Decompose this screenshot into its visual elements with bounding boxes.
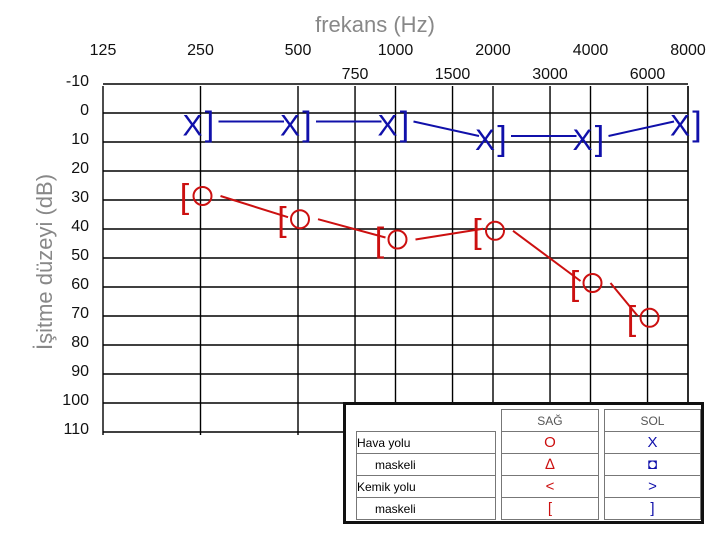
right-ear-bracket-250: [ bbox=[180, 178, 190, 216]
x-tick-8000: 8000 bbox=[670, 42, 706, 59]
legend-symbol-right-bone-masked: [ bbox=[501, 497, 599, 520]
right-ear-segment bbox=[609, 282, 639, 317]
x-tick-250: 250 bbox=[187, 42, 214, 59]
x-tick-1000: 1000 bbox=[378, 42, 414, 59]
legend-header-right: SAĞ bbox=[501, 409, 599, 432]
legend-symbol-right-air: O bbox=[501, 431, 599, 454]
x-tick-500: 500 bbox=[285, 42, 312, 59]
right-ear-bracket-4000: [ bbox=[570, 265, 580, 303]
legend-symbol-right-bone: < bbox=[501, 475, 599, 498]
left-ear-bracket-8000: ] bbox=[692, 106, 701, 144]
right-ear-marker-1000 bbox=[387, 229, 408, 250]
y-tick-110: 110 bbox=[63, 421, 89, 438]
right-ear-segment bbox=[512, 229, 582, 282]
legend-label-bone-masked: maskeli bbox=[355, 497, 497, 520]
left-ear-marker-500: X bbox=[280, 110, 300, 143]
left-ear-marker-2000: X bbox=[475, 124, 495, 157]
legend-symbol-left-bone-masked: ] bbox=[603, 497, 702, 520]
y-tick-40: 40 bbox=[71, 218, 89, 235]
y-tick-50: 50 bbox=[71, 247, 89, 264]
legend-symbol-left-air: X bbox=[603, 431, 702, 454]
left-ear-bracket-500: ] bbox=[302, 106, 311, 144]
x-tick-1500: 1500 bbox=[435, 66, 471, 83]
legend-label-bone: Kemik yolu bbox=[355, 475, 497, 498]
right-ear-segment bbox=[415, 227, 484, 241]
left-ear-marker-250: X bbox=[182, 110, 202, 143]
x-tick-6000: 6000 bbox=[630, 66, 666, 83]
y-tick-10: 10 bbox=[71, 131, 89, 148]
right-ear-bracket-6000: [ bbox=[627, 300, 637, 338]
right-ear-bracket-2000: [ bbox=[472, 213, 482, 251]
left-ear-bracket-250: ] bbox=[205, 106, 214, 144]
right-ear-segment bbox=[220, 195, 289, 219]
right-ear-bracket-1000: [ bbox=[375, 222, 385, 260]
y-tick-30: 30 bbox=[71, 189, 89, 206]
left-ear-marker-4000: X bbox=[572, 124, 592, 157]
y-axis-label: İşitme düzeyi (dB) bbox=[32, 174, 57, 350]
legend-table: SAĞ SOL Hava yolu O X maskeli ∆ ◘ Kemik … bbox=[355, 409, 702, 520]
left-ear-bracket-1000: ] bbox=[400, 106, 409, 144]
x-tick-3000: 3000 bbox=[532, 66, 568, 83]
right-ear-segment bbox=[317, 218, 386, 239]
legend-header-left: SOL bbox=[603, 409, 702, 432]
left-ear-marker-1000: X bbox=[377, 110, 397, 143]
y-tick-100: 100 bbox=[62, 392, 89, 409]
left-ear-segment bbox=[608, 120, 675, 137]
legend-symbol-left-air-masked: ◘ bbox=[603, 453, 702, 476]
right-ear-marker-500 bbox=[290, 209, 310, 230]
right-ear-marker-2000 bbox=[485, 220, 505, 241]
left-ear-bracket-2000: ] bbox=[497, 120, 506, 158]
chart-title: frekans (Hz) bbox=[315, 12, 435, 37]
y-tick-60: 60 bbox=[71, 276, 89, 293]
x-tick-2000: 2000 bbox=[475, 42, 511, 59]
x-tick-125: 125 bbox=[90, 42, 117, 59]
y-tick-80: 80 bbox=[71, 334, 89, 351]
right-ear-marker-6000 bbox=[639, 307, 660, 328]
legend-symbol-right-air-masked: ∆ bbox=[501, 453, 599, 476]
y-tick-0: 0 bbox=[80, 102, 89, 119]
x-tick-750: 750 bbox=[342, 66, 369, 83]
right-ear-marker-4000 bbox=[582, 273, 603, 293]
left-ear-marker-8000: X bbox=[670, 110, 690, 143]
legend: SAĞ SOL Hava yolu O X maskeli ∆ ◘ Kemik … bbox=[343, 402, 704, 524]
x-tick-4000: 4000 bbox=[573, 42, 609, 59]
right-ear-marker-250 bbox=[192, 186, 213, 206]
y-tick-90: 90 bbox=[71, 363, 89, 380]
left-ear-segment bbox=[413, 120, 480, 137]
right-ear-bracket-500: [ bbox=[277, 201, 287, 239]
series-markers: X] X] X] X] X] X][[[[[[ bbox=[180, 106, 702, 338]
legend-label-air-masked: maskeli bbox=[355, 453, 497, 476]
left-ear-bracket-4000: ] bbox=[595, 120, 604, 158]
legend-label-air: Hava yolu bbox=[355, 431, 497, 454]
legend-symbol-left-bone: > bbox=[603, 475, 702, 498]
series-lines bbox=[218, 120, 675, 317]
y-tick-20: 20 bbox=[71, 160, 89, 177]
y-tick-70: 70 bbox=[71, 305, 89, 322]
y-tick--10: -10 bbox=[66, 73, 89, 90]
